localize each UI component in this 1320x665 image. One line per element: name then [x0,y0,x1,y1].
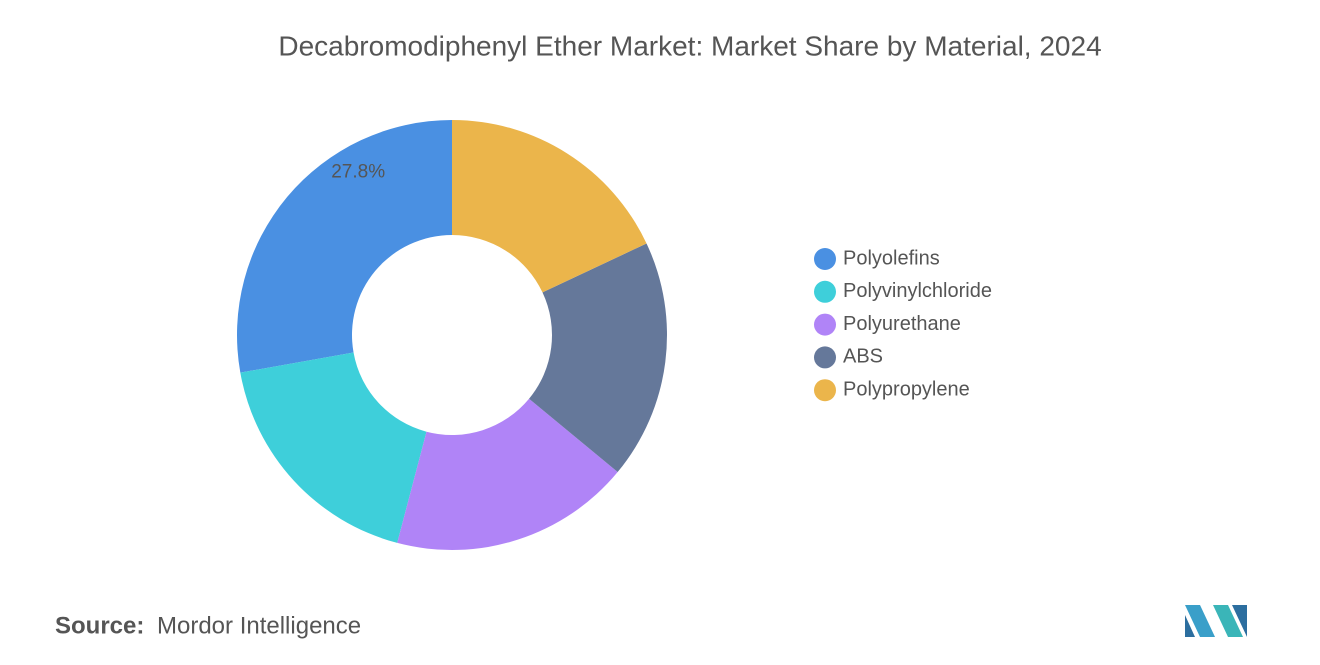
legend-label: Polyolefins [843,247,940,269]
source: Mordor Intelligence [157,612,361,639]
chart-title: Decabromodiphenyl Ether Market: Market S… [278,30,1101,61]
legend-label: Polyvinylchloride [843,280,992,302]
legend-label: Polypropylene [843,378,970,400]
donut-slice [529,243,667,473]
legend-marker [814,379,836,402]
donut-slice [397,398,618,550]
legend-label: ABS [843,346,883,368]
legend-label: Polyurethane [843,313,961,335]
legend-marker [814,248,836,270]
donut-slice [236,120,452,373]
legend-marker [814,280,836,303]
source-label: Source: [55,612,144,639]
donut-slice [240,352,427,543]
logo [1185,605,1247,637]
donut-slice [452,120,647,293]
legend-marker [814,346,836,369]
data-label: 27.8% [331,162,385,183]
legend-marker [814,313,836,336]
